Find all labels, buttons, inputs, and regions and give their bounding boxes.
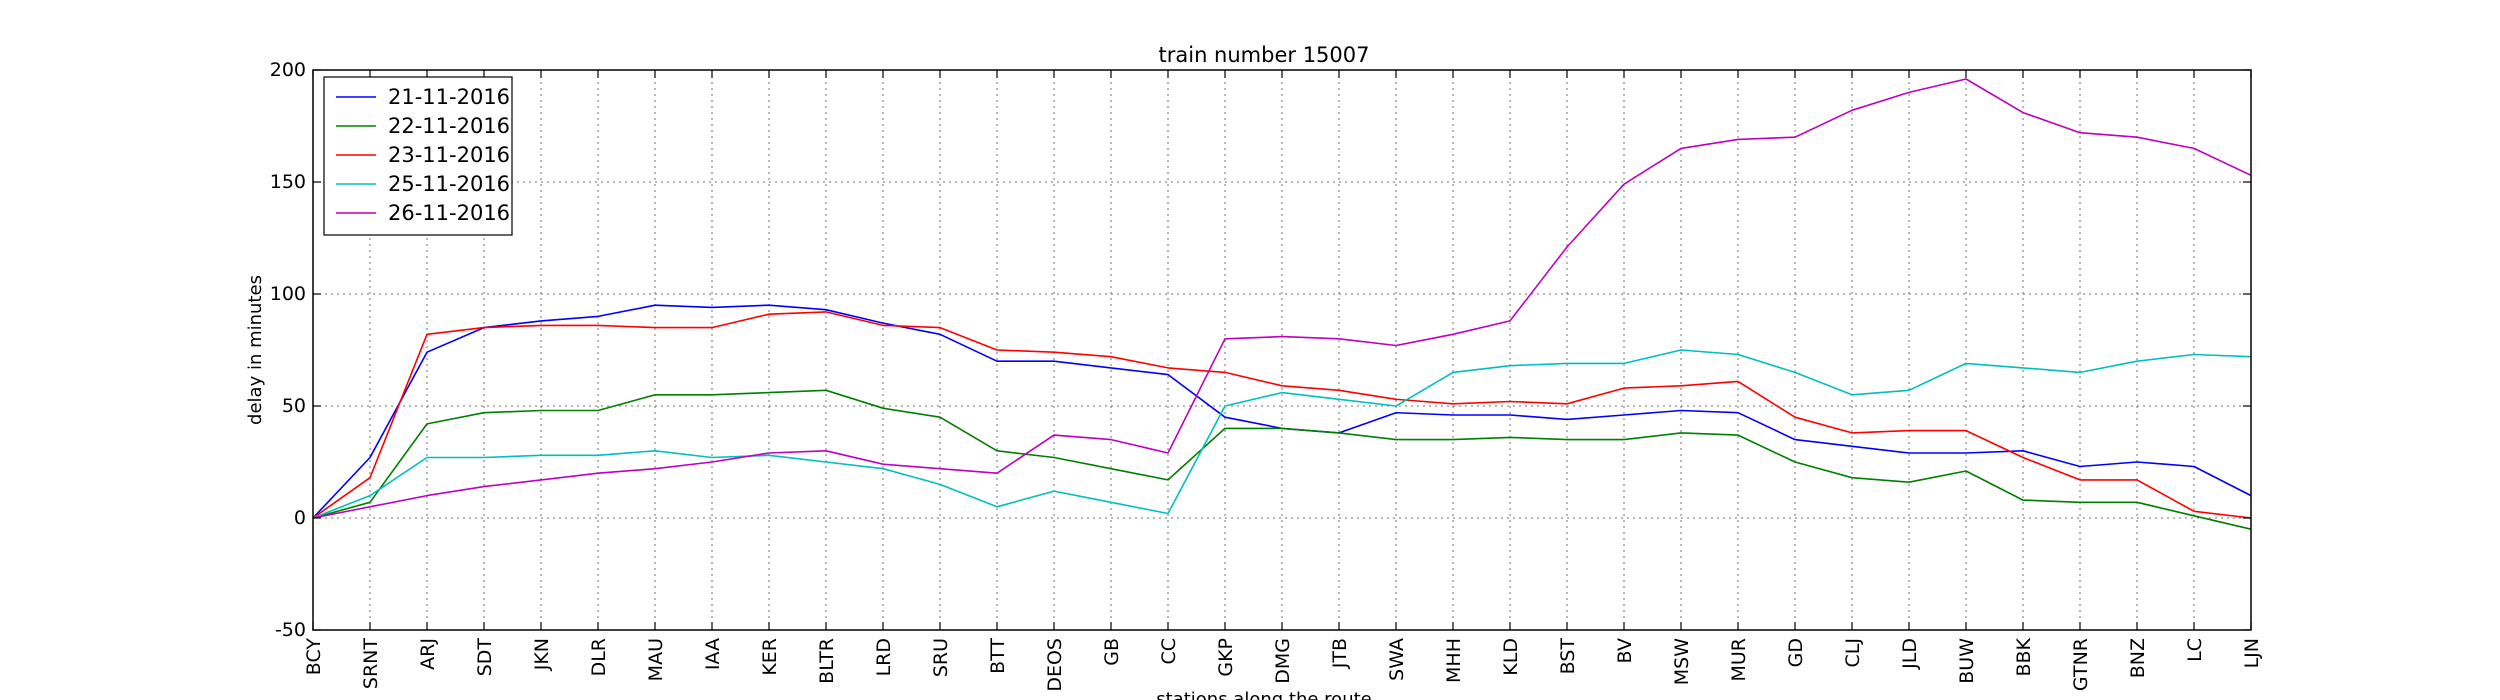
x-tick-label: DMG	[1272, 638, 1294, 684]
x-tick-label: LC	[2184, 638, 2206, 662]
y-tick-label: 50	[282, 395, 306, 417]
y-tick-label: 150	[270, 171, 306, 193]
series-line-26-11-2016	[312, 78, 2252, 519]
x-tick-label: JTB	[1329, 638, 1351, 669]
x-tick-label: BCY	[303, 638, 325, 676]
x-tick-label: MUR	[1728, 638, 1750, 682]
x-tick-label: JKN	[531, 638, 553, 671]
y-tick-label: -50	[275, 619, 306, 641]
y-tick-label: 200	[270, 59, 306, 81]
legend-box	[323, 76, 513, 236]
x-tick-label: BV	[1614, 638, 1636, 663]
x-tick-label: KER	[759, 638, 781, 676]
x-tick-label: SRNT	[360, 638, 382, 689]
series-line-22-11-2016	[312, 389, 2252, 530]
x-tick-label: MHH	[1443, 638, 1465, 683]
x-tick-label: BTT	[987, 638, 1009, 674]
legend: 21-11-2016 22-11-2016 23-11-2016 25-11-2016…	[323, 76, 513, 236]
series-line-23-11-2016	[312, 311, 2252, 519]
x-tick-label: GKP	[1215, 638, 1237, 677]
x-tick-label: SRU	[930, 638, 952, 677]
x-tick-label: CLJ	[1842, 638, 1864, 667]
x-tick-label: LRD	[873, 638, 895, 676]
x-axis: BCY SRNT ARJ SDT JKN DLR MAU IAA KER BLTR LRD SRU BT…	[303, 70, 2263, 692]
series-line-25-11-2016	[312, 349, 2252, 519]
legend-label: 21-11-2016	[388, 85, 510, 109]
x-tick-label: GD	[1785, 638, 1807, 667]
legend-label: 23-11-2016	[388, 143, 510, 167]
y-tick-label: 100	[270, 283, 306, 305]
x-axis-label: stations along the route	[1156, 689, 1371, 700]
legend-label: 26-11-2016	[388, 201, 510, 225]
x-tick-label: DEOS	[1044, 638, 1066, 692]
x-tick-label: MAU	[645, 638, 667, 681]
y-axis: -50 0 50 100 150 200	[270, 59, 2251, 641]
x-tick-label: KLD	[1500, 638, 1522, 676]
y-axis-label: delay in minutes	[245, 275, 266, 425]
x-tick-label: BUW	[1956, 638, 1978, 684]
x-tick-label: CC	[1158, 638, 1180, 665]
y-tick-label: 0	[294, 507, 306, 529]
legend-label: 25-11-2016	[388, 172, 510, 196]
x-tick-label: BBK	[2013, 637, 2035, 676]
legend-label: 22-11-2016	[388, 114, 510, 138]
x-tick-label: IAA	[702, 638, 724, 670]
x-tick-label: BST	[1557, 638, 1579, 675]
x-tick-label: MSW	[1671, 638, 1693, 685]
x-tick-label: BNZ	[2127, 638, 2149, 678]
x-tick-label: SWA	[1386, 638, 1408, 681]
x-tick-label: LJN	[2241, 638, 2263, 668]
series-lines	[312, 78, 2252, 530]
x-tick-label: GB	[1101, 638, 1123, 666]
x-tick-label: DLR	[588, 638, 610, 676]
x-tick-label: BLTR	[816, 638, 838, 684]
x-tick-label: JLD	[1899, 638, 1921, 670]
grid	[313, 70, 2251, 630]
x-tick-label: ARJ	[417, 638, 439, 670]
x-tick-label: SDT	[474, 638, 496, 677]
x-tick-label: GTNR	[2070, 638, 2092, 691]
chart-title: train number 15007	[1159, 43, 1370, 67]
